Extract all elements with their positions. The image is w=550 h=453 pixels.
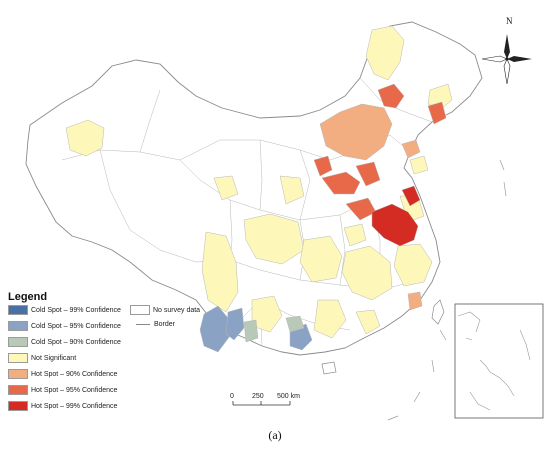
legend-item-border: Border [136,321,175,328]
swatch-hot-99 [8,401,28,411]
legend-item-hot-95: Hot Spot – 95% Confidence [8,385,117,395]
legend-label-not-significant: Not Significant [31,354,77,362]
north-arrow [481,34,532,85]
swatch-cold-90 [8,337,28,347]
scale-tick-250: 250 [252,393,264,400]
legend-item-hot-90: Hot Spot – 90% Confidence [8,369,117,379]
hot-spot-99-regions [371,185,421,247]
scale-bar [232,401,291,406]
legend-label-border: Border [154,321,176,328]
legend-label-hot-99: Hot Spot – 99% Confidence [31,402,118,410]
hot-spot-90-regions [319,103,423,311]
swatch-cold-99 [8,305,28,315]
legend-item-not-significant: Not Significant [8,353,76,363]
legend-label-cold-90: Cold Spot – 90% Confidence [31,338,121,346]
maritime-border-dashes [387,159,507,421]
legend-grid: Cold Spot – 99% Confidence No survey dat… [8,305,208,430]
legend-item-cold-99: Cold Spot – 99% Confidence [8,305,121,315]
figure-caption: (a) [268,428,282,442]
swatch-hot-90 [8,369,28,379]
legend-item-cold-95: Cold Spot – 95% Confidence [8,321,121,331]
legend-item-no-data: No survey data [130,305,200,315]
taiwan-island [431,299,445,325]
legend-label-cold-95: Cold Spot – 95% Confidence [31,322,121,330]
scale-tick-0: 0 [230,393,234,400]
legend-label-hot-90: Hot Spot – 90% Confidence [31,370,118,378]
border-line-symbol [136,324,150,325]
cold-spot-90-regions [243,315,305,343]
legend-title: Legend [8,291,48,303]
legend-label-cold-99: Cold Spot – 99% Confidence [31,306,121,314]
not-significant-regions [65,25,453,339]
legend-label-no-data: No survey data [153,306,201,314]
map-legend: Legend Cold Spot – 99% Confidence No sur… [8,291,208,430]
north-label: N [506,16,513,26]
swatch-hot-95 [8,385,28,395]
swatch-no-data [130,305,150,315]
swatch-cold-95 [8,321,28,331]
scale-tick-500: 500 km [277,393,300,400]
south-china-sea-inset [454,303,544,419]
legend-item-cold-90: Cold Spot – 90% Confidence [8,337,121,347]
legend-label-hot-95: Hot Spot – 95% Confidence [31,386,118,394]
legend-item-hot-99: Hot Spot – 99% Confidence [8,401,117,411]
swatch-not-significant [8,353,28,363]
inset-detail [457,311,531,411]
hainan-island [321,361,337,375]
